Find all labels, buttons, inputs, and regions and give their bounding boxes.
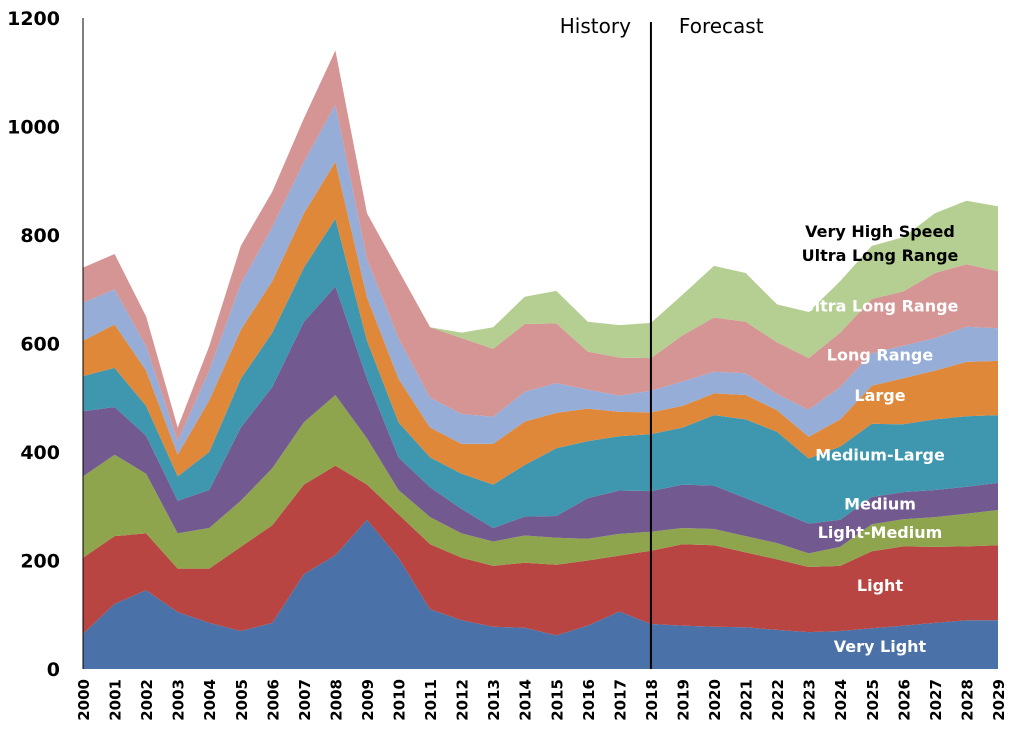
- area-very-light: [83, 519, 998, 669]
- x-tick-label: 2015: [548, 679, 566, 721]
- series-label-light-medium: Light-Medium: [818, 523, 943, 542]
- x-tick-label: 2012: [454, 679, 472, 721]
- x-axis-ticks: 2000 2001 2002 2003 2004 2005 2006 2007 2008 2009…: [75, 679, 1008, 721]
- y-tick-label: 800: [20, 225, 60, 247]
- x-tick-label: 2005: [233, 679, 251, 721]
- x-tick-label: 2019: [675, 679, 693, 721]
- x-tick-label: 2014: [517, 679, 535, 721]
- area-ultra-long-range: [83, 50, 998, 442]
- x-tick-label: 2020: [706, 679, 724, 721]
- x-tick-label: 2026: [895, 679, 913, 721]
- series-label-light: Light: [857, 576, 904, 595]
- y-tick-label: 0: [47, 659, 60, 681]
- area-very-high-speed-ultra-long-range: [83, 50, 998, 428]
- x-tick-label: 2011: [422, 679, 440, 721]
- x-tick-label: 2002: [138, 679, 156, 721]
- y-tick-label: 200: [20, 551, 60, 573]
- area-medium-large: [83, 218, 998, 528]
- series-label-long-range: Long Range: [827, 345, 934, 364]
- y-tick-label: 600: [20, 334, 60, 356]
- series-label-ultra-long-range: Ultra Long Range: [802, 297, 959, 316]
- y-tick-label: 400: [20, 442, 60, 464]
- x-tick-label: 2001: [107, 679, 125, 721]
- x-tick-label: 2008: [327, 679, 345, 721]
- x-tick-label: 2024: [832, 679, 850, 721]
- area-long-range: [83, 104, 998, 455]
- area-light-medium: [83, 395, 998, 569]
- x-tick-label: 2010: [391, 679, 409, 721]
- x-tick-label: 2009: [359, 679, 377, 721]
- x-tick-label: 2023: [801, 679, 819, 721]
- forecast-label: Forecast: [679, 14, 764, 38]
- area-series-group: [83, 50, 998, 669]
- y-tick-label: 1200: [7, 8, 60, 30]
- y-axis-ticks: 0 200 400 600 800 1000 1200: [7, 8, 60, 681]
- x-tick-label: 2003: [170, 679, 188, 721]
- x-tick-label: 2007: [296, 679, 314, 721]
- series-label-very-light: Very Light: [834, 637, 927, 656]
- x-tick-label: 2029: [990, 679, 1008, 721]
- x-tick-label: 2013: [485, 679, 503, 721]
- series-label-medium: Medium: [844, 495, 916, 514]
- x-tick-label: 2000: [75, 679, 93, 721]
- area-light: [83, 465, 998, 636]
- x-tick-label: 2018: [643, 679, 661, 721]
- series-label-medium-large: Medium-Large: [815, 446, 945, 465]
- x-tick-label: 2021: [738, 679, 756, 721]
- x-tick-label: 2017: [611, 679, 629, 721]
- x-tick-label: 2027: [927, 679, 945, 721]
- area-medium: [83, 286, 998, 554]
- y-tick-label: 1000: [7, 117, 60, 139]
- x-tick-label: 2028: [958, 679, 976, 721]
- series-labels: Very Light Light Light-Medium Medium Medium-…: [802, 222, 959, 656]
- series-label-very-high-speed-ultra-long-range: Very High Speed Ultra Long Range: [802, 222, 959, 265]
- x-tick-label: 2022: [769, 679, 787, 721]
- x-tick-label: 2004: [201, 679, 219, 721]
- x-tick-label: 2025: [864, 679, 882, 721]
- series-label-large: Large: [854, 386, 905, 405]
- history-label: History: [560, 14, 631, 38]
- area-large: [83, 161, 998, 485]
- x-tick-label: 2016: [580, 679, 598, 721]
- x-tick-label: 2006: [264, 679, 282, 721]
